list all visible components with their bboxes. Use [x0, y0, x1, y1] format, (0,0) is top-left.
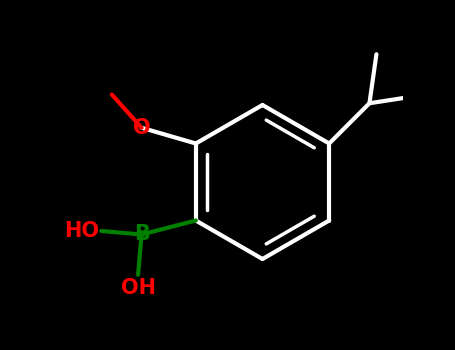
Text: OH: OH [121, 278, 156, 298]
Text: HO: HO [65, 221, 100, 241]
Text: O: O [133, 118, 151, 138]
Text: B: B [134, 224, 150, 245]
